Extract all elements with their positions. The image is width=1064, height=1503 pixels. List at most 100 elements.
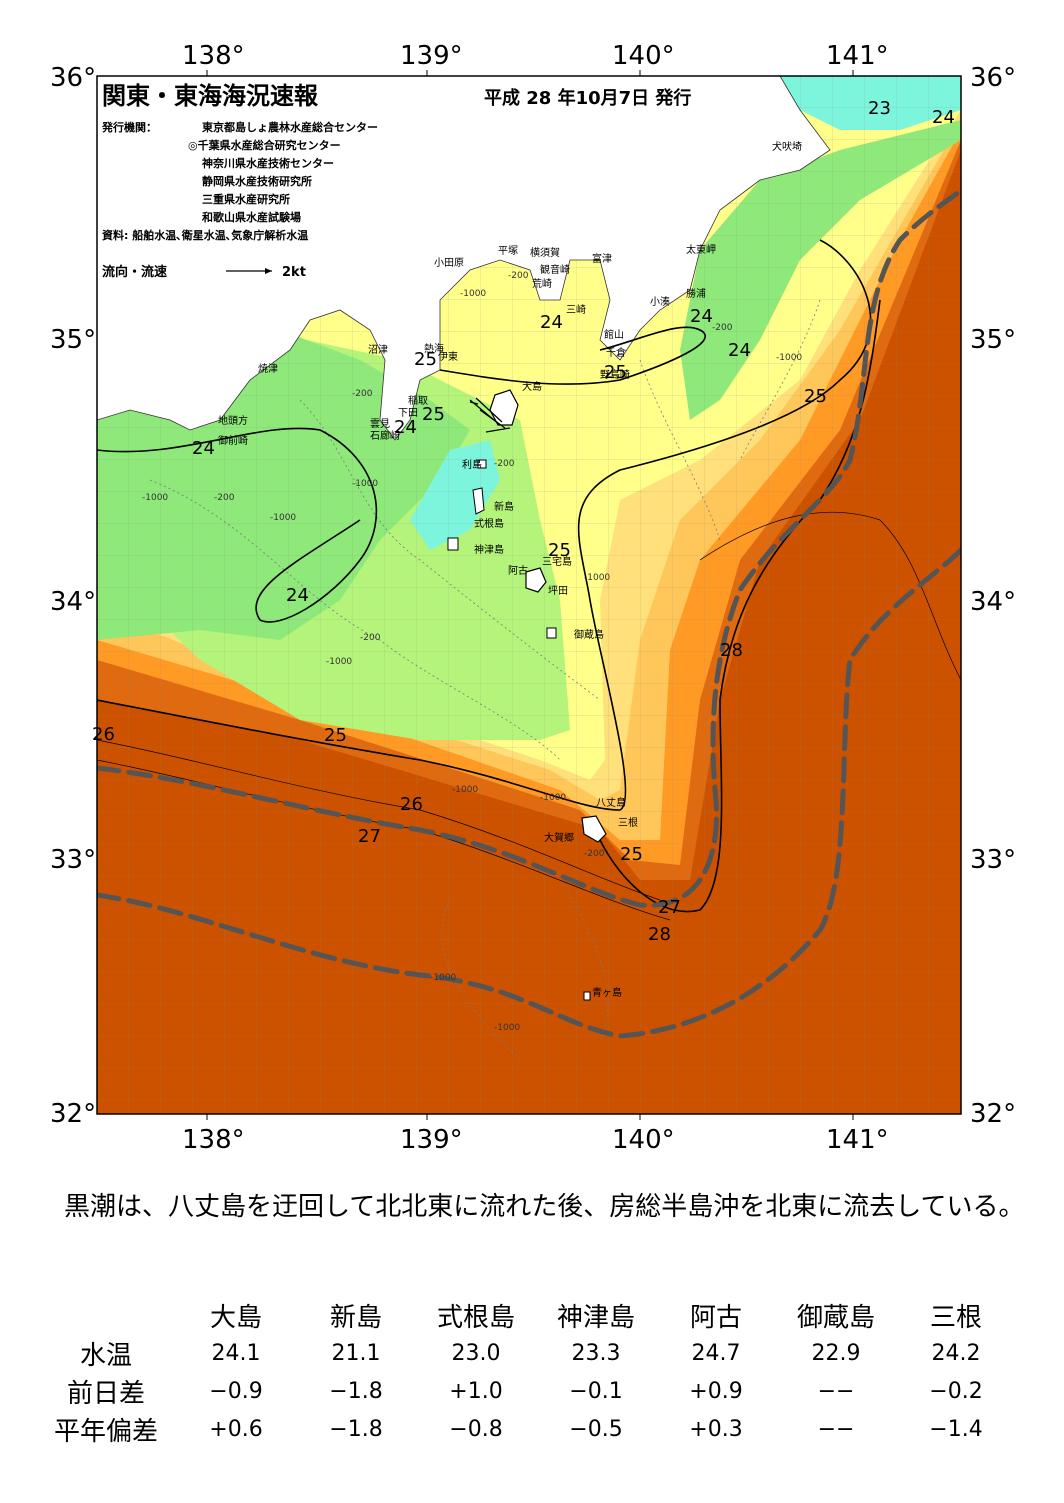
place-label: 下田 bbox=[398, 408, 418, 419]
place-label: 雲見 bbox=[370, 418, 390, 430]
summary-text: 黒潮は、八丈島を迂回して北北東に流れた後、房総半島沖を北東に流去している。 bbox=[40, 1188, 1030, 1226]
table-row: 水温 24.1 21.1 23.0 23.3 24.7 22.9 24.2 bbox=[36, 1334, 1016, 1372]
place-label: 神津島 bbox=[474, 543, 504, 556]
depth-label: -200 bbox=[214, 493, 235, 503]
depth-label: -1000 bbox=[142, 493, 168, 503]
isotherm-label: 24 bbox=[728, 340, 751, 361]
issuer-item: 静岡県水産技術研究所 bbox=[202, 174, 312, 188]
place-label: 坪田 bbox=[548, 584, 568, 597]
place-label: 阿古 bbox=[508, 564, 528, 577]
depth-label: -1000 bbox=[270, 513, 296, 523]
legend-label: 流向・流速 bbox=[102, 264, 167, 280]
depth-label: -1000 bbox=[452, 785, 478, 795]
land-niijima bbox=[472, 487, 485, 515]
issuer-label: 発行機関： bbox=[101, 120, 157, 134]
place-label: 平塚 bbox=[498, 245, 518, 257]
place-label: 大島 bbox=[522, 380, 542, 393]
land-kozushima bbox=[447, 537, 459, 551]
depth-label: -1000 bbox=[584, 573, 610, 583]
map-header: 関東・東海海況速報 平成 28 年10月7日 発行 発行機関： 東京都島しょ農林… bbox=[101, 82, 691, 280]
table-col-header: 阿古 bbox=[689, 1302, 742, 1333]
depth-label: -200 bbox=[360, 633, 381, 643]
table-cell: +0.3 bbox=[689, 1416, 743, 1442]
place-label: 地頭方 bbox=[218, 414, 248, 427]
table-row-label: 前日差 bbox=[66, 1378, 145, 1409]
legend-speed: 2kt bbox=[282, 265, 306, 280]
lon-top-label: 139° bbox=[400, 41, 463, 71]
place-label: 犬吠埼 bbox=[772, 140, 802, 153]
sea-temperature-map: 138° 139° 140° 141° 138° 139° 140° 141° … bbox=[50, 41, 1016, 1155]
isotherm-label: 25 bbox=[804, 386, 827, 407]
isotherm-label: 27 bbox=[658, 897, 681, 918]
data-source: 資料: 船舶水温､衛星水温､気象庁解析水温 bbox=[102, 228, 308, 242]
place-label: 伊東 bbox=[438, 350, 458, 363]
land-oshima bbox=[489, 389, 519, 426]
place-label: 太東岬 bbox=[686, 243, 716, 256]
table-row: 前日差 −0.9 −1.8 +1.0 −0.1 +0.9 −− −0.2 bbox=[36, 1372, 1016, 1410]
place-label: 小田原 bbox=[434, 257, 464, 269]
place-label: 小湊 bbox=[650, 295, 670, 308]
place-label: 観音崎 bbox=[540, 263, 570, 276]
land-honshu bbox=[97, 76, 831, 441]
lat-left-label: 33° bbox=[50, 845, 96, 875]
place-label: 八丈島 bbox=[596, 796, 626, 809]
table-cell: 21.1 bbox=[331, 1340, 381, 1366]
table-cell: −0.1 bbox=[569, 1378, 623, 1404]
longitude-bottom-labels: 138° 139° 140° 141° bbox=[182, 1125, 889, 1155]
isotherm-label: 25 bbox=[422, 404, 445, 425]
isotherm-label: 27 bbox=[358, 826, 381, 847]
map-title: 関東・東海海況速報 bbox=[102, 82, 319, 110]
table-cell: −0.8 bbox=[449, 1416, 503, 1442]
isotherm-25-line bbox=[97, 239, 872, 811]
place-label: 式根島 bbox=[474, 517, 504, 530]
table-cell: 23.3 bbox=[571, 1340, 621, 1366]
land-mikurajima bbox=[546, 627, 557, 639]
place-label: 石廊崎 bbox=[370, 429, 400, 442]
isotherm-label: 23 bbox=[868, 98, 891, 119]
place-label: 御前崎 bbox=[218, 434, 248, 447]
isotherm-label: 24 bbox=[932, 107, 955, 128]
table-cell: −0.9 bbox=[209, 1378, 263, 1404]
lon-top-label: 138° bbox=[182, 41, 245, 71]
lat-left-label: 36° bbox=[50, 63, 96, 93]
place-label: 新島 bbox=[494, 500, 514, 513]
depth-label: -1000 bbox=[776, 353, 802, 363]
lat-right-label: 34° bbox=[970, 587, 1016, 617]
place-label: 焼津 bbox=[258, 363, 278, 375]
place-label: 青ヶ島 bbox=[592, 986, 622, 999]
isotherm-label: 25 bbox=[548, 540, 571, 561]
place-label: 館山 bbox=[604, 328, 624, 341]
map-frame bbox=[96, 75, 962, 1115]
lat-right-label: 35° bbox=[970, 325, 1016, 355]
kuroshio-axis-line bbox=[97, 187, 961, 908]
isotherm-label-hachijo: 25 bbox=[620, 844, 643, 865]
place-label: 利島 bbox=[462, 458, 482, 471]
depth-label: -200 bbox=[584, 849, 605, 859]
depth-label: -1000 bbox=[352, 479, 378, 489]
place-label: 稲取 bbox=[408, 395, 428, 407]
issuer-item: 東京都島しょ農林水産総合センター bbox=[202, 120, 378, 134]
place-names: 犬吠埼 太東岬 勝浦 小湊 平塚 横須賀 観音崎 富津 荒崎 三崎 館山 千倉 … bbox=[218, 140, 802, 999]
depth-label: -1000 bbox=[430, 973, 456, 983]
lat-right-label: 36° bbox=[970, 63, 1016, 93]
lon-bottom-label: 139° bbox=[400, 1125, 463, 1155]
table-row-label: 水温 bbox=[79, 1340, 132, 1371]
isotherm-label: 24 bbox=[192, 438, 215, 459]
place-label: 沼津 bbox=[368, 343, 388, 356]
land-miyakejima bbox=[525, 567, 547, 593]
lon-top-label: 140° bbox=[612, 41, 675, 71]
kuroshio-offshore-line bbox=[97, 547, 961, 1039]
table-cell: −− bbox=[817, 1416, 855, 1442]
lat-right-label: 33° bbox=[970, 845, 1016, 875]
place-label: 勝浦 bbox=[686, 287, 706, 300]
lon-bottom-label: 140° bbox=[612, 1125, 675, 1155]
lat-right-label: 32° bbox=[970, 1099, 1016, 1129]
issuer-item: 神奈川県水産技術センター bbox=[202, 156, 334, 170]
legend-arrowhead bbox=[265, 268, 272, 274]
place-label: 三根 bbox=[618, 816, 638, 829]
table-col-header: 大島 bbox=[209, 1302, 262, 1333]
issuer-item: 三重県水産研究所 bbox=[202, 192, 290, 206]
issuer-item: ◎千葉県水産総合研究センター bbox=[188, 138, 341, 152]
table-cell: −0.2 bbox=[929, 1378, 983, 1404]
lat-left-label: 32° bbox=[50, 1099, 96, 1129]
